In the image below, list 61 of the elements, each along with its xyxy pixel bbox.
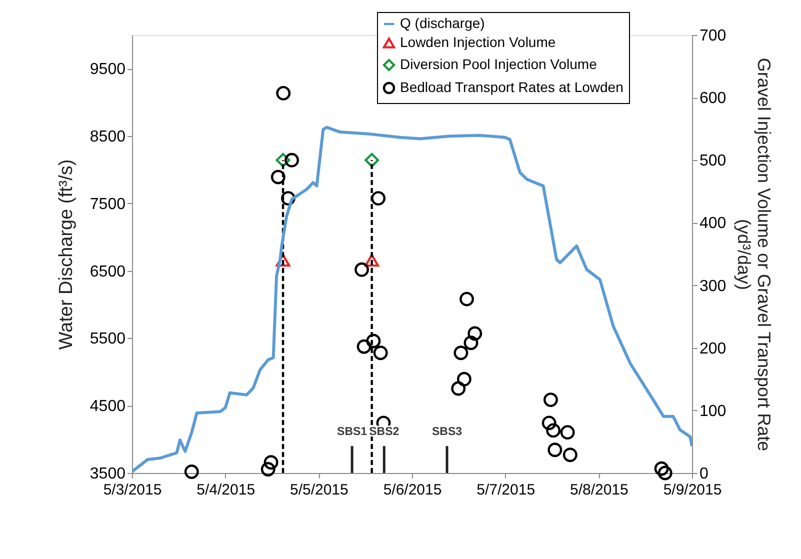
x-tick-label: 5/8/2015 <box>570 482 628 498</box>
point <box>276 254 290 267</box>
legend-label: Lowden Injection Volume <box>400 34 556 50</box>
x-tick-label: 5/6/2015 <box>383 482 442 498</box>
point <box>280 191 296 206</box>
x-tick-label: 5/5/2015 <box>290 482 348 498</box>
point <box>260 462 276 476</box>
point <box>658 466 672 480</box>
point <box>264 455 278 470</box>
y2-tick-label: 0 <box>700 466 708 482</box>
x-tick-label: 5/9/2015 <box>663 482 722 498</box>
point <box>356 339 372 354</box>
legend-label: Diversion Pool Injection Volume <box>400 56 598 72</box>
data-label: SBS2 <box>369 426 400 438</box>
point <box>460 292 474 306</box>
x-tick-label: 5/3/2015 <box>103 482 162 498</box>
y2-tick-label: 200 <box>700 340 726 358</box>
y-tick-label: 8500 <box>90 128 126 146</box>
data-label: SBS1 <box>337 426 368 438</box>
y2-tick-label: 700 <box>700 28 726 44</box>
point <box>654 461 669 476</box>
point <box>456 372 472 386</box>
point <box>184 464 199 479</box>
point <box>276 86 291 100</box>
point <box>546 423 561 438</box>
point <box>364 152 380 168</box>
point <box>276 152 290 168</box>
x-tick-label: 5/7/2015 <box>476 482 536 498</box>
point <box>560 425 575 440</box>
point <box>451 381 466 396</box>
y-tick-label: 3500 <box>90 466 126 482</box>
point <box>373 346 388 360</box>
point <box>548 442 562 458</box>
y-tick-label: 4500 <box>90 398 126 416</box>
point <box>371 191 386 206</box>
point <box>366 334 381 348</box>
point <box>543 392 558 408</box>
point <box>468 326 482 341</box>
legend-label: Q (discharge) <box>400 15 485 31</box>
legend-label: Bedload Transport Rates at Lowden <box>400 79 624 95</box>
point <box>354 262 369 277</box>
point <box>284 152 299 168</box>
point <box>464 336 478 350</box>
y2-tick-label: 300 <box>700 278 726 295</box>
y2-axis-title: Gravel Injection Volume or Gravel Transport Rate (yd³/day) <box>734 58 774 452</box>
y-tick-label: 7500 <box>90 196 126 213</box>
data-label: SBS3 <box>432 426 462 438</box>
y2-tick-label: 600 <box>700 90 726 108</box>
x-tick-label: 5/4/2015 <box>196 482 256 498</box>
point <box>562 448 578 462</box>
y2-tick-label: 100 <box>700 402 726 420</box>
point <box>542 416 556 430</box>
point <box>364 254 380 267</box>
y-tick-label: 9500 <box>90 61 126 78</box>
y-tick-label: 6500 <box>90 263 126 280</box>
point <box>454 346 468 360</box>
y2-tick-label: 400 <box>700 215 726 232</box>
point <box>270 170 286 184</box>
y-axis-title: Water Discharge (ft³/s) <box>56 159 77 350</box>
y2-tick-label: 500 <box>700 152 726 170</box>
y-tick-label: 5500 <box>90 330 126 348</box>
